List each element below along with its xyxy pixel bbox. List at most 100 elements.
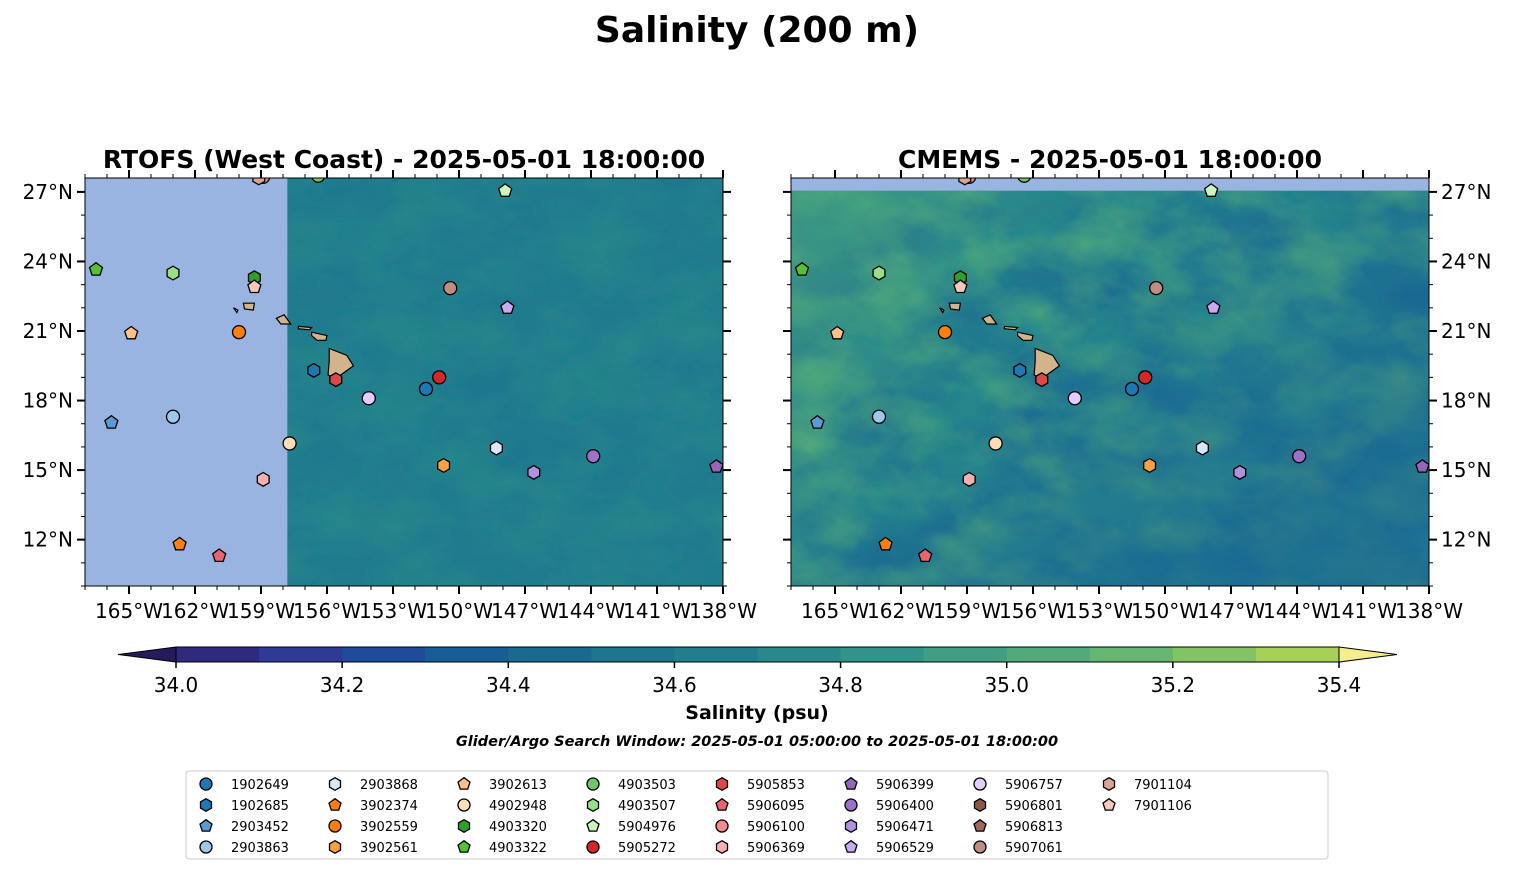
- legend-marker-1902685: [199, 797, 213, 813]
- islands-cmems: [939, 302, 1061, 380]
- colorbar-tick-label: 35.2: [1151, 673, 1196, 697]
- legend-marker-5906100: [715, 819, 729, 833]
- legend-label-5906471: 5906471: [876, 820, 934, 835]
- float-marker-5906399: [1415, 458, 1429, 473]
- legend-marker-5906471: [844, 818, 858, 834]
- legend-marker-4903320: [457, 818, 471, 834]
- float-marker-5905853: [329, 372, 343, 388]
- float-marker-5907061: [443, 280, 458, 296]
- panel-cmems: CMEMS - 2025-05-01 18:00:00 165°W162°W15…: [783, 145, 1491, 623]
- y-tick-label: 24°N: [23, 249, 73, 273]
- legend-marker-5906399: [844, 776, 858, 790]
- figure-title: Salinity (200 m): [595, 10, 919, 51]
- colorbar-segment: [1006, 647, 1091, 662]
- legend-marker-5906095: [715, 797, 729, 811]
- colorbar-segment: [757, 647, 842, 662]
- float-marker-5906529: [500, 300, 515, 314]
- island-niihau: [233, 307, 239, 314]
- colorbar-segment: [176, 647, 260, 662]
- float-markers-cmems: [794, 178, 1429, 563]
- legend-label-5905272: 5905272: [618, 841, 676, 856]
- x-tick-label: 144°W: [1263, 599, 1331, 623]
- panel-title-cmems: CMEMS - 2025-05-01 18:00:00: [898, 145, 1322, 174]
- legend-marker-7901104: [1102, 776, 1116, 792]
- search-window-note: Glider/Argo Search Window: 2025-05-01 05…: [456, 734, 1058, 750]
- colorbar-segment: [425, 647, 509, 662]
- float-marker-3902559: [937, 325, 953, 340]
- panel-rtofs: RTOFS (West Coast) - 2025-05-01 18:00:00…: [23, 145, 758, 623]
- legend-marker-5907061: [973, 840, 987, 854]
- legend-label-4903507: 4903507: [618, 799, 676, 814]
- y-tick-label: 21°N: [1441, 319, 1491, 343]
- colorbar-tick-label: 34.6: [652, 673, 697, 697]
- legend-label-4903322: 4903322: [489, 841, 547, 856]
- legend-label-3902613: 3902613: [489, 778, 547, 793]
- float-marker-5904976: [497, 183, 513, 197]
- legend-label-1902649: 1902649: [231, 778, 289, 793]
- island-maui: [1016, 331, 1034, 341]
- float-marker-3902613: [123, 325, 139, 340]
- colorbar-over-arrow: [1338, 646, 1398, 663]
- salinity-field-rtofs: [287, 178, 723, 586]
- float-marker-5906095: [917, 548, 933, 563]
- colorbar-segment: [342, 647, 426, 662]
- axes-frame-cmems: [790, 177, 1430, 587]
- legend-marker-1902649: [199, 777, 213, 791]
- island-kauai: [242, 302, 256, 311]
- legend-label-7901104: 7901104: [1134, 778, 1192, 793]
- legend-label-5906100: 5906100: [747, 820, 805, 835]
- y-tick-label: 24°N: [1441, 249, 1491, 273]
- float-marker-2903868: [1195, 440, 1209, 456]
- float-marker-1902649: [1124, 381, 1140, 397]
- legend-label-3902559: 3902559: [360, 820, 418, 835]
- x-tick-label: 141°W: [623, 599, 691, 623]
- legend-marker-5904976: [586, 818, 600, 832]
- float-marker-5906529: [1206, 300, 1221, 314]
- legend-label-5906399: 5906399: [876, 778, 934, 793]
- y-tick-label: 12°N: [1441, 528, 1491, 552]
- x-tick-label: 156°W: [293, 599, 361, 623]
- legend-marker-4903322: [457, 839, 471, 853]
- x-tick-label: 147°W: [491, 599, 559, 623]
- float-marker-4903503: [311, 178, 325, 183]
- float-marker-3902559: [231, 325, 247, 340]
- colorbar-tick-label: 34.0: [154, 673, 199, 697]
- float-marker-5906757: [1067, 391, 1082, 406]
- legend-marker-2903868: [328, 776, 342, 792]
- colorbar-label: Salinity (psu): [685, 702, 828, 724]
- island-maui: [311, 331, 328, 341]
- x-tick-label: 165°W: [95, 599, 163, 623]
- float-marker-2903452: [104, 414, 119, 429]
- legend-label-4902948: 4902948: [489, 799, 547, 814]
- island-kauai: [948, 302, 962, 311]
- legend-marker-4902948: [457, 798, 471, 812]
- legend-label-5906801: 5906801: [1005, 799, 1063, 814]
- legend-label-5906529: 5906529: [876, 841, 934, 856]
- float-marker-4903503: [1017, 178, 1031, 183]
- legend-label-4903503: 4903503: [618, 778, 676, 793]
- float-marker-2903868: [489, 440, 503, 456]
- colorbar-tick-label: 35.4: [1317, 673, 1362, 697]
- legend-marker-5905853: [715, 776, 729, 792]
- colorbar-frame: [175, 646, 1340, 663]
- legend-label-5906813: 5906813: [1005, 820, 1063, 835]
- island-oahu: [275, 314, 292, 325]
- float-markers-rtofs: [88, 178, 723, 563]
- y-tick-label: 18°N: [23, 389, 73, 413]
- x-tick-label: 162°W: [161, 599, 229, 623]
- legend-marker-3902561: [328, 839, 342, 855]
- y-tick-label: 15°N: [23, 458, 73, 482]
- legend-frame: [185, 770, 1329, 860]
- float-marker-4903322: [88, 261, 104, 276]
- island-oahu: [981, 314, 998, 325]
- legend-label-1902685: 1902685: [231, 799, 289, 814]
- float-marker-5906400: [586, 449, 601, 464]
- colorbar-segment: [840, 647, 925, 662]
- x-tick-label: 153°W: [359, 599, 427, 623]
- x-tick-label: 162°W: [867, 599, 935, 623]
- legend-label-5906400: 5906400: [876, 799, 934, 814]
- y-tick-label: 15°N: [1441, 458, 1491, 482]
- colorbar-tick-label: 35.0: [984, 673, 1029, 697]
- legend-marker-3902374: [328, 797, 342, 811]
- legend-marker-7901106: [1102, 797, 1116, 811]
